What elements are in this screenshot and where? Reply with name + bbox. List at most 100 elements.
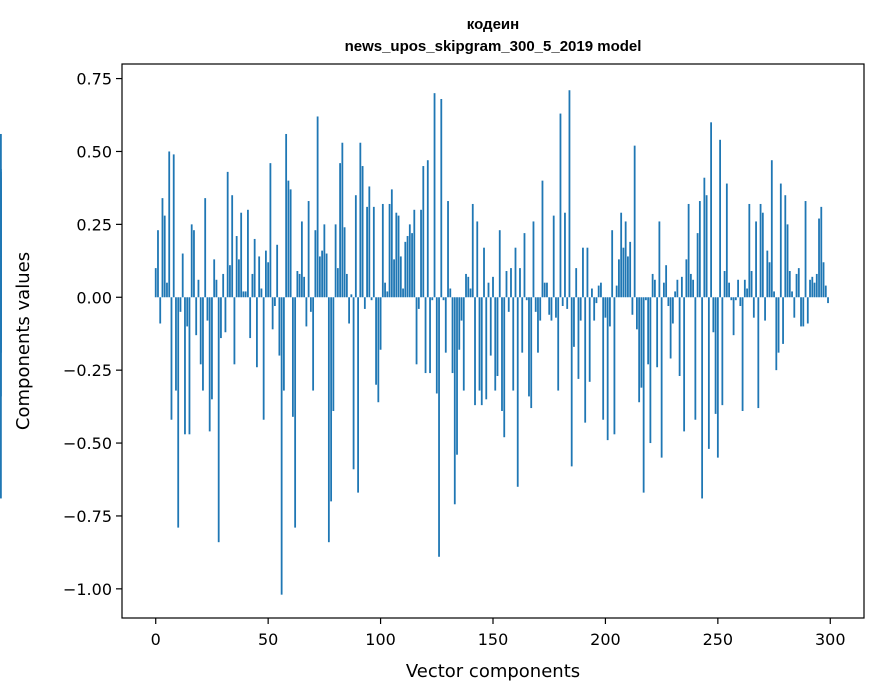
bar-86 bbox=[348, 297, 350, 324]
bar-46 bbox=[258, 256, 261, 298]
bar-294 bbox=[815, 273, 818, 298]
y-tick-label: −0.75 bbox=[63, 507, 112, 526]
bar-251 bbox=[719, 139, 721, 298]
bar-74 bbox=[321, 250, 324, 298]
bar-256 bbox=[730, 297, 733, 301]
bar-270 bbox=[761, 212, 764, 298]
bar-45 bbox=[256, 297, 258, 368]
bar-165 bbox=[525, 297, 528, 301]
bar-170 bbox=[537, 297, 539, 353]
bar-142 bbox=[474, 297, 476, 406]
bar-189 bbox=[579, 297, 582, 321]
y-axis-ticks: 0.75 0.50 0.25 0.00 −0.25 −0.50 −0.75 −1.00 bbox=[63, 70, 122, 599]
bar-27 bbox=[215, 279, 218, 298]
bar-263 bbox=[746, 288, 748, 298]
bar-273 bbox=[768, 262, 771, 298]
bar-280 bbox=[784, 195, 787, 298]
bar-96 bbox=[370, 297, 373, 301]
x-tick-label: 100 bbox=[365, 630, 396, 649]
bar-52 bbox=[271, 297, 274, 330]
bar-185 bbox=[570, 297, 573, 467]
y-tick-label: 0.50 bbox=[76, 142, 112, 161]
x-tick-label: 50 bbox=[258, 630, 278, 649]
bar-64 bbox=[298, 273, 301, 298]
bar-41 bbox=[247, 209, 249, 298]
bar-269 bbox=[759, 203, 762, 298]
bar-20 bbox=[199, 297, 202, 365]
bar-71 bbox=[314, 230, 317, 298]
bar-61 bbox=[291, 297, 294, 417]
bar-284 bbox=[793, 297, 796, 318]
bar-275 bbox=[773, 291, 775, 298]
bar-44 bbox=[253, 238, 256, 298]
bar-undefined bbox=[0, 297, 2, 344]
bar-161 bbox=[516, 297, 519, 487]
bar-292 bbox=[811, 276, 814, 298]
bar-119 bbox=[422, 166, 425, 298]
bar-84 bbox=[343, 227, 346, 298]
bar-162 bbox=[519, 268, 521, 298]
bar-58 bbox=[285, 133, 288, 298]
bar-258 bbox=[734, 297, 737, 301]
bar-82 bbox=[339, 163, 341, 298]
bar-127 bbox=[440, 98, 443, 298]
bar-133 bbox=[453, 297, 456, 505]
bar-227 bbox=[665, 265, 668, 298]
bar-9 bbox=[175, 297, 177, 391]
bar-108 bbox=[397, 215, 400, 298]
bar-126 bbox=[438, 297, 440, 557]
bar-131 bbox=[449, 288, 452, 298]
bar-83 bbox=[341, 142, 344, 298]
bar-115 bbox=[413, 209, 416, 298]
bar-218 bbox=[645, 297, 647, 301]
bar-49 bbox=[265, 250, 267, 298]
bar-295 bbox=[818, 218, 820, 298]
bar-56 bbox=[280, 297, 283, 595]
bar-91 bbox=[359, 142, 362, 298]
bar-288 bbox=[802, 297, 805, 327]
bar-32 bbox=[226, 171, 229, 298]
y-tick-label: −0.50 bbox=[63, 434, 112, 453]
bar-281 bbox=[786, 224, 789, 298]
bar-110 bbox=[402, 288, 404, 298]
bar-264 bbox=[748, 203, 751, 298]
bar-18 bbox=[195, 297, 198, 336]
bar-163 bbox=[521, 297, 524, 353]
bar-30 bbox=[222, 273, 225, 298]
bar-238 bbox=[689, 273, 692, 298]
bar-235 bbox=[683, 297, 686, 432]
bar-159 bbox=[512, 297, 515, 391]
bar-130 bbox=[447, 201, 449, 298]
bar-undefined bbox=[0, 177, 2, 298]
bar-113 bbox=[408, 224, 411, 298]
bar-232 bbox=[676, 279, 679, 298]
bar-285 bbox=[795, 273, 798, 298]
bar-254 bbox=[725, 183, 728, 298]
bar-98 bbox=[375, 297, 377, 385]
bar-155 bbox=[503, 297, 506, 438]
bar-225 bbox=[660, 297, 663, 458]
bar-291 bbox=[809, 279, 811, 298]
bar-88 bbox=[352, 297, 355, 470]
bar-67 bbox=[305, 297, 308, 327]
bar-120 bbox=[424, 297, 427, 374]
x-tick-label: 0 bbox=[151, 630, 161, 649]
bar-180 bbox=[559, 113, 562, 298]
bar-223 bbox=[656, 297, 659, 368]
bar-233 bbox=[678, 297, 681, 376]
bar-196 bbox=[595, 297, 598, 304]
bar-22 bbox=[204, 198, 207, 298]
bar-79 bbox=[332, 297, 335, 411]
bar-104 bbox=[388, 203, 391, 298]
bar-37 bbox=[238, 259, 240, 298]
bar-21 bbox=[202, 297, 204, 391]
bar-103 bbox=[386, 291, 389, 298]
bar-81 bbox=[336, 268, 339, 298]
bar-140 bbox=[469, 288, 472, 298]
bar-289 bbox=[804, 201, 807, 298]
bar-186 bbox=[573, 297, 575, 347]
bar-76 bbox=[325, 253, 328, 298]
bar-247 bbox=[710, 122, 712, 298]
bar-249 bbox=[714, 297, 717, 414]
bar-128 bbox=[442, 297, 445, 301]
